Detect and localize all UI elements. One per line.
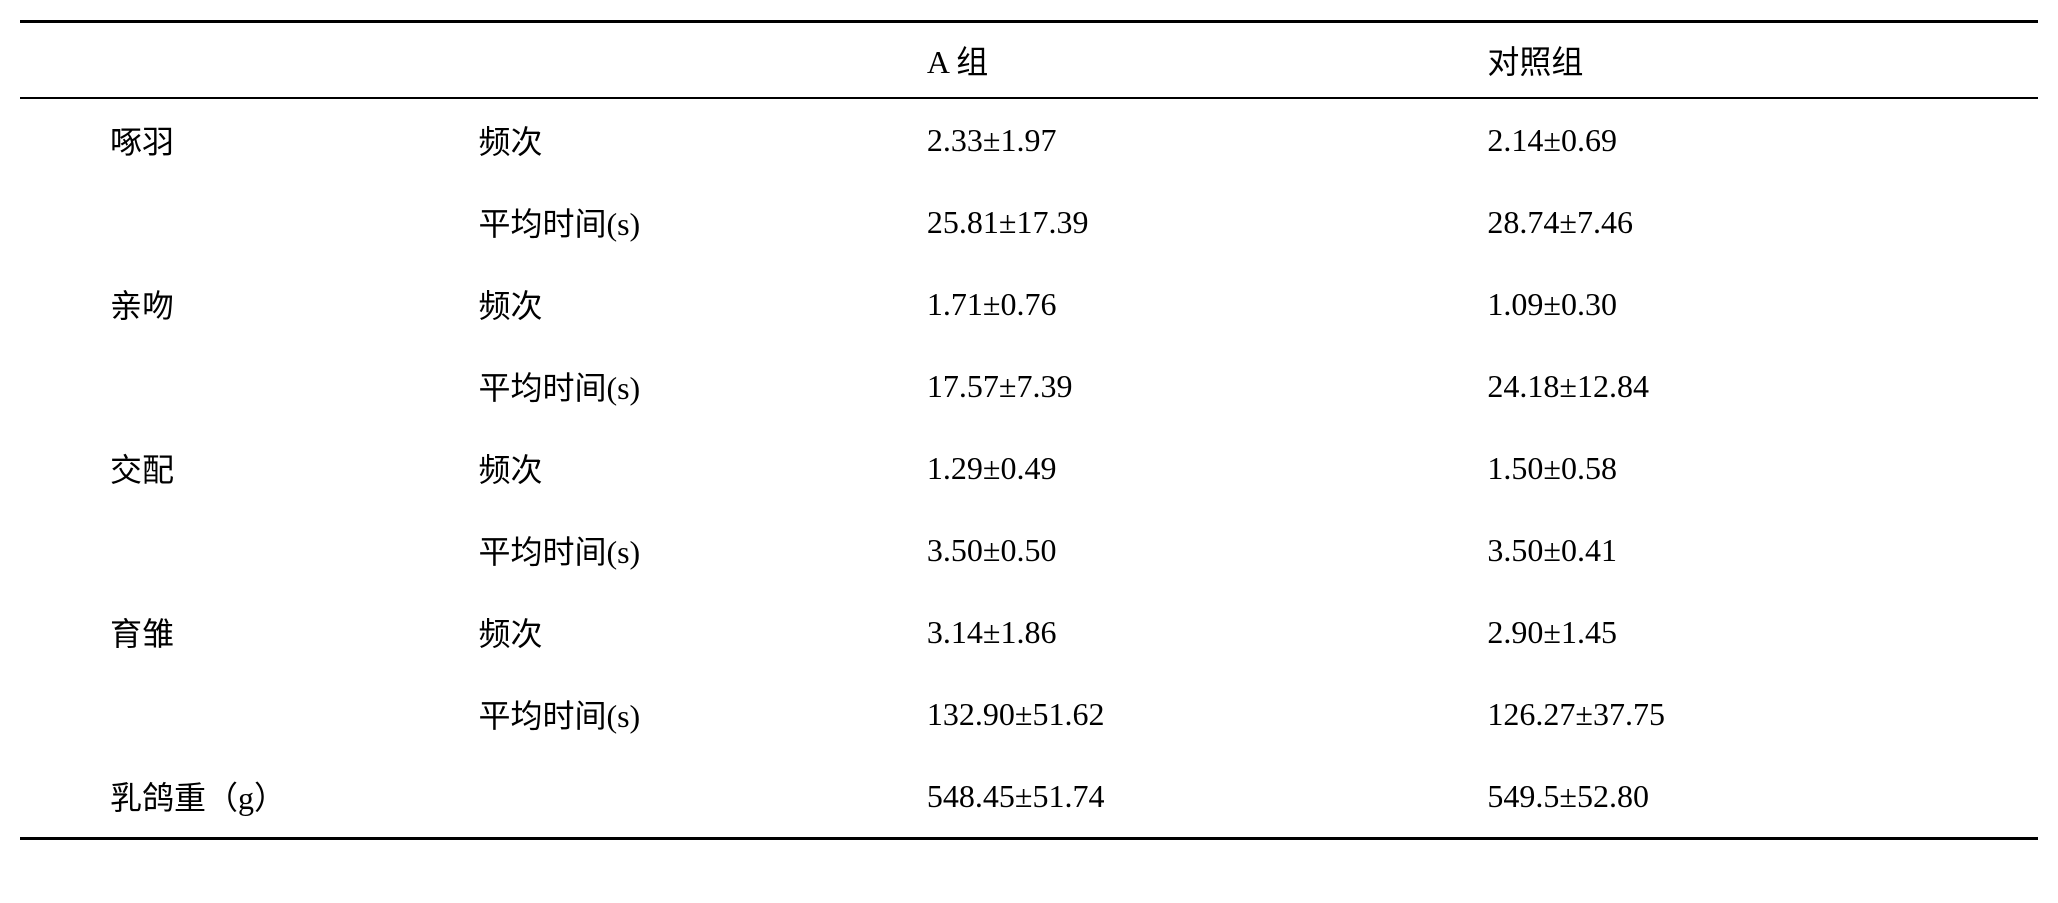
value-cell: 132.90±51.62: [917, 673, 1478, 755]
value-cell: 1.09±0.30: [1477, 263, 2038, 345]
table-row: 平均时间(s) 132.90±51.62 126.27±37.75: [20, 673, 2038, 755]
table-body: 啄羽 频次 2.33±1.97 2.14±0.69 平均时间(s) 25.81±…: [20, 98, 2038, 839]
table-header: A 组 对照组: [20, 22, 2038, 99]
value-cell: 28.74±7.46: [1477, 181, 2038, 263]
metric-label: 频次: [468, 591, 916, 673]
value-cell: 126.27±37.75: [1477, 673, 2038, 755]
header-control: 对照组: [1477, 22, 2038, 99]
behavior-label: [20, 345, 468, 427]
behavior-label: 育雏: [20, 591, 468, 673]
value-cell: 25.81±17.39: [917, 181, 1478, 263]
table-row: 啄羽 频次 2.33±1.97 2.14±0.69: [20, 98, 2038, 181]
behavior-label: 啄羽: [20, 98, 468, 181]
metric-label: 频次: [468, 427, 916, 509]
data-table: A 组 对照组 啄羽 频次 2.33±1.97 2.14±0.69 平均时间(s…: [20, 20, 2038, 840]
metric-label: 平均时间(s): [468, 509, 916, 591]
table-row: 交配 频次 1.29±0.49 1.50±0.58: [20, 427, 2038, 509]
metric-label: 平均时间(s): [468, 673, 916, 755]
table-row: 平均时间(s) 17.57±7.39 24.18±12.84: [20, 345, 2038, 427]
behavior-label: [20, 509, 468, 591]
table-row: 平均时间(s) 25.81±17.39 28.74±7.46: [20, 181, 2038, 263]
metric-label: 平均时间(s): [468, 345, 916, 427]
value-cell: 24.18±12.84: [1477, 345, 2038, 427]
metric-label: 平均时间(s): [468, 181, 916, 263]
value-cell: 3.50±0.50: [917, 509, 1478, 591]
header-group-a: A 组: [917, 22, 1478, 99]
value-cell: 1.50±0.58: [1477, 427, 2038, 509]
table-row: 乳鸽重（g） 548.45±51.74 549.5±52.80: [20, 755, 2038, 839]
header-behavior: [20, 22, 468, 99]
table-row: 育雏 频次 3.14±1.86 2.90±1.45: [20, 591, 2038, 673]
value-cell: 2.14±0.69: [1477, 98, 2038, 181]
value-cell: 549.5±52.80: [1477, 755, 2038, 839]
value-cell: 2.33±1.97: [917, 98, 1478, 181]
value-cell: 2.90±1.45: [1477, 591, 2038, 673]
header-row: A 组 对照组: [20, 22, 2038, 99]
behavior-label: 亲吻: [20, 263, 468, 345]
value-cell: 1.29±0.49: [917, 427, 1478, 509]
metric-label: [468, 755, 916, 839]
table-row: 平均时间(s) 3.50±0.50 3.50±0.41: [20, 509, 2038, 591]
metric-label: 频次: [468, 263, 916, 345]
header-metric: [468, 22, 916, 99]
behavior-label: [20, 181, 468, 263]
behavior-label: [20, 673, 468, 755]
value-cell: 3.50±0.41: [1477, 509, 2038, 591]
value-cell: 548.45±51.74: [917, 755, 1478, 839]
behavior-label: 乳鸽重（g）: [20, 755, 468, 839]
table-row: 亲吻 频次 1.71±0.76 1.09±0.30: [20, 263, 2038, 345]
value-cell: 1.71±0.76: [917, 263, 1478, 345]
metric-label: 频次: [468, 98, 916, 181]
data-table-container: A 组 对照组 啄羽 频次 2.33±1.97 2.14±0.69 平均时间(s…: [20, 20, 2038, 840]
value-cell: 17.57±7.39: [917, 345, 1478, 427]
behavior-label: 交配: [20, 427, 468, 509]
value-cell: 3.14±1.86: [917, 591, 1478, 673]
